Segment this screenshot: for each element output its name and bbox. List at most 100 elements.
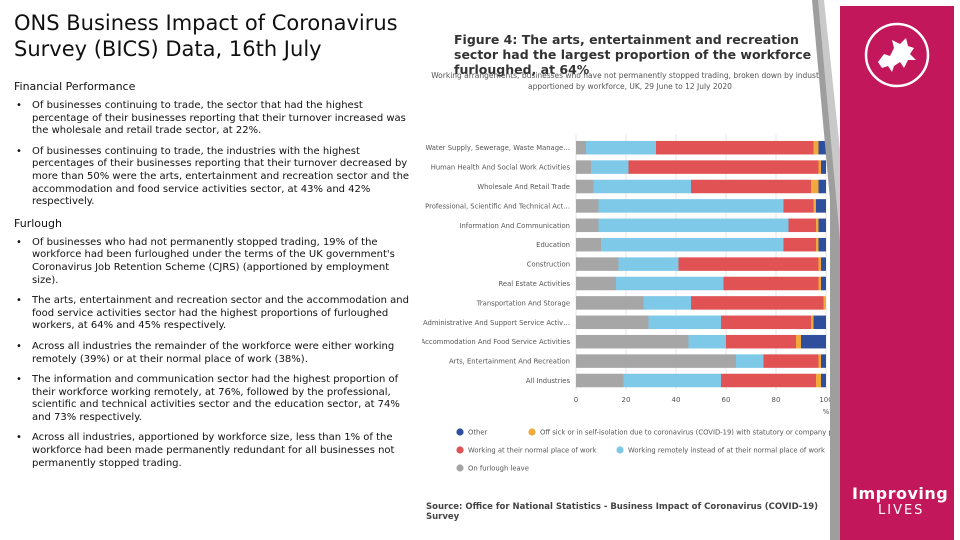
text-column: Financial Performance • Of businesses con… [14, 80, 414, 478]
category-label: Information And Communication [459, 222, 570, 230]
bar-segment [818, 140, 826, 155]
legend-marker [616, 446, 624, 454]
section-heading: Furlough [14, 216, 62, 230]
bar-segment [648, 315, 721, 330]
bar-segment [736, 354, 764, 368]
bullet-text: Of businesses who had not permanently st… [32, 236, 395, 286]
bar-segment [816, 373, 821, 388]
bar-segment [818, 179, 826, 194]
bar-segment [811, 179, 819, 194]
x-tick-label: 80 [772, 396, 781, 404]
category-label: Real Estate Activities [499, 280, 571, 288]
bar-segment [576, 354, 736, 368]
bar-segment [813, 199, 816, 213]
bar-segment [691, 296, 824, 310]
bar-segment [616, 276, 724, 291]
bar-segment [576, 257, 619, 271]
chart-subtitle: Working arrangements, businesses who hav… [431, 71, 829, 91]
bar-segment [643, 296, 691, 310]
x-tick-label: 40 [672, 396, 681, 404]
x-tick-label: 20 [622, 396, 631, 404]
bar-segment [576, 315, 649, 330]
bar-segment [821, 354, 826, 368]
bullet-glyph: • [16, 374, 22, 386]
bullet-item: • The arts, entertainment and recreation … [14, 295, 414, 333]
bar-segment [598, 218, 789, 233]
bar-segment [801, 334, 826, 349]
bar-segment [821, 373, 826, 388]
bullet-glyph: • [16, 236, 22, 248]
bar-segment [818, 276, 821, 291]
stacked-bar-chart: Water Supply, Sewerage, Waste Manage… Hum… [422, 134, 840, 473]
brand-panel: Improving LIVES [840, 6, 954, 540]
bar-segment [726, 334, 796, 349]
bar-segment [818, 160, 821, 174]
category-label: All Industries [526, 377, 571, 385]
bar-segment [576, 179, 594, 194]
legend-marker [528, 428, 536, 436]
decorative-stripe [812, 0, 840, 540]
x-tick-label: 100 [819, 396, 832, 404]
bar-segment [783, 237, 816, 252]
bar-segment [816, 237, 819, 252]
bar-segment [813, 315, 826, 330]
x-unit-label: % [823, 408, 830, 416]
category-label: Transportation And Storage [476, 299, 570, 307]
bullet-text: Of businesses continuing to trade, the s… [32, 100, 406, 137]
bar-segment [788, 218, 816, 233]
category-label: Administrative And Support Service Activ… [423, 319, 570, 327]
bar-segment [601, 237, 784, 252]
legend-label: Other [468, 429, 488, 437]
bullet-text: Of businesses continuing to trade, the i… [32, 145, 410, 208]
chart-title: Figure 4: The arts, entertainment and re… [454, 32, 812, 77]
legend-label: On furlough leave [468, 465, 529, 473]
bullet-item: • The information and communication secto… [14, 374, 414, 424]
bar-segment [623, 373, 721, 388]
bar-segment [818, 237, 826, 252]
bar-segment [816, 218, 819, 233]
legend-label: Off sick or in self-isolation due to cor… [540, 429, 840, 437]
bar-segment [691, 179, 811, 194]
bar-segment [593, 179, 691, 194]
brand-tagline-top: Improving [852, 484, 949, 503]
x-tick-label: 60 [722, 396, 731, 404]
bar-segment [821, 160, 826, 174]
bar-segment [818, 354, 821, 368]
legend-marker [456, 428, 464, 436]
bar-segment [811, 315, 814, 330]
bar-segment [688, 334, 726, 349]
bar-segment [586, 140, 656, 155]
bullet-item: • Of businesses who had not permanently s… [14, 237, 414, 287]
bar-segment [576, 199, 599, 213]
bullet-item: • Across all industries, apportioned by w… [14, 432, 414, 470]
section-heading: Financial Performance [14, 80, 136, 93]
bullet-text: Across all industries the remainder of t… [32, 340, 395, 365]
category-label: Professional, Scientific And Technical A… [425, 202, 570, 210]
legend-label: Working remotely instead of at their nor… [628, 447, 825, 455]
bar-segment [576, 140, 586, 155]
bar-segment [816, 199, 826, 213]
bullet-text: The arts, entertainment and recreation s… [32, 295, 409, 332]
bar-segment [821, 276, 826, 291]
legend-label: Working at their normal place of work [468, 447, 597, 455]
bar-segment [628, 160, 819, 174]
category-label: Construction [527, 261, 570, 269]
bullet-item: • Of businesses continuing to trade, the … [14, 146, 414, 209]
category-label: Accommodation And Food Service Activitie… [422, 338, 570, 346]
bullet-glyph: • [16, 432, 22, 444]
bar-segment [618, 257, 679, 271]
category-label: Human Health And Social Work Activities [431, 164, 571, 172]
bar-segment [576, 218, 599, 233]
bar-segment [678, 257, 819, 271]
legend-marker [456, 446, 464, 454]
bullet-glyph: • [16, 145, 22, 157]
bar-segment [576, 160, 591, 174]
bullet-glyph: • [16, 340, 22, 352]
bullet-text: The information and communication sector… [32, 374, 400, 423]
bar-segment [656, 140, 814, 155]
bar-segment [723, 276, 819, 291]
brand-tagline-bottom: LIVES [878, 503, 925, 518]
bar-segment [813, 140, 819, 155]
legend-marker [456, 464, 464, 472]
bar-segment [796, 334, 801, 349]
